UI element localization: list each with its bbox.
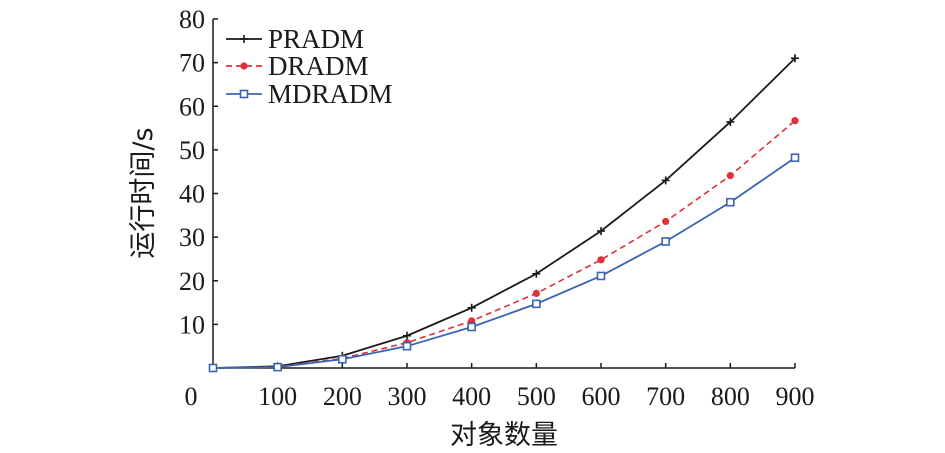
data-point-plus — [661, 176, 670, 185]
data-point-plus — [791, 54, 799, 63]
series-line-dradm — [212, 120, 796, 369]
data-point-plus — [240, 35, 248, 43]
x-tick-label: 800 — [711, 382, 750, 411]
y-tick-label: 10 — [179, 310, 205, 339]
data-point-square — [239, 89, 249, 99]
legend-label: DRADM — [268, 51, 369, 81]
x-tick-label: 600 — [582, 382, 621, 411]
x-tick-label: 500 — [517, 382, 556, 411]
legend-label: PRADM — [268, 24, 364, 54]
data-point-plus — [532, 269, 541, 278]
data-point-square — [790, 153, 800, 163]
data-point-dot — [532, 289, 540, 298]
x-axis-title: 对象数量 — [450, 420, 558, 451]
y-tick-label: 50 — [179, 136, 205, 165]
x-tick-label: 700 — [646, 382, 685, 411]
data-point-square — [338, 354, 347, 364]
data-point-square — [402, 341, 412, 351]
data-point-square — [273, 362, 282, 372]
y-tick-label: 30 — [179, 223, 205, 252]
legend-entry-mdradm: MDRADM — [226, 79, 393, 109]
y-tick-label: 80 — [179, 5, 205, 34]
data-point-dot — [597, 256, 605, 264]
x-tick-label: 300 — [388, 382, 427, 411]
x-tick-label: 0 — [185, 382, 198, 411]
x-tick-label: 400 — [452, 382, 491, 411]
data-point-dot — [662, 217, 670, 226]
data-point-square — [532, 299, 541, 309]
y-tick-label: 60 — [179, 92, 205, 121]
series-line-pradm — [212, 57, 796, 369]
data-point-dot — [791, 117, 799, 125]
data-point-plus — [726, 117, 735, 126]
data-point-plus — [403, 331, 411, 340]
data-point-dot — [468, 317, 476, 325]
series-mdradm — [208, 153, 800, 373]
legend-label: MDRADM — [268, 79, 393, 109]
y-tick-label: 40 — [179, 180, 205, 209]
x-tick-label: 100 — [258, 382, 297, 411]
x-tick-label: 200 — [323, 382, 362, 411]
data-point-dot — [240, 62, 248, 70]
data-point-plus — [597, 227, 605, 236]
y-axis-title: 运行时间/s — [128, 127, 159, 258]
data-point-square — [726, 197, 735, 207]
data-point-square — [661, 237, 670, 246]
series-dradm — [209, 117, 799, 372]
data-point-square — [467, 322, 476, 332]
data-point-plus — [467, 303, 476, 312]
x-tick-label: 900 — [776, 382, 815, 411]
data-point-square — [596, 271, 606, 281]
series-group — [208, 54, 800, 373]
y-tick-label: 70 — [179, 49, 205, 78]
legend-entry-dradm: DRADM — [226, 51, 369, 81]
series-line-mdradm — [212, 156, 796, 369]
data-point-dot — [726, 172, 734, 180]
data-point-square — [208, 363, 218, 373]
y-tick-label: 20 — [179, 267, 205, 296]
legend-entry-pradm: PRADM — [226, 24, 364, 54]
